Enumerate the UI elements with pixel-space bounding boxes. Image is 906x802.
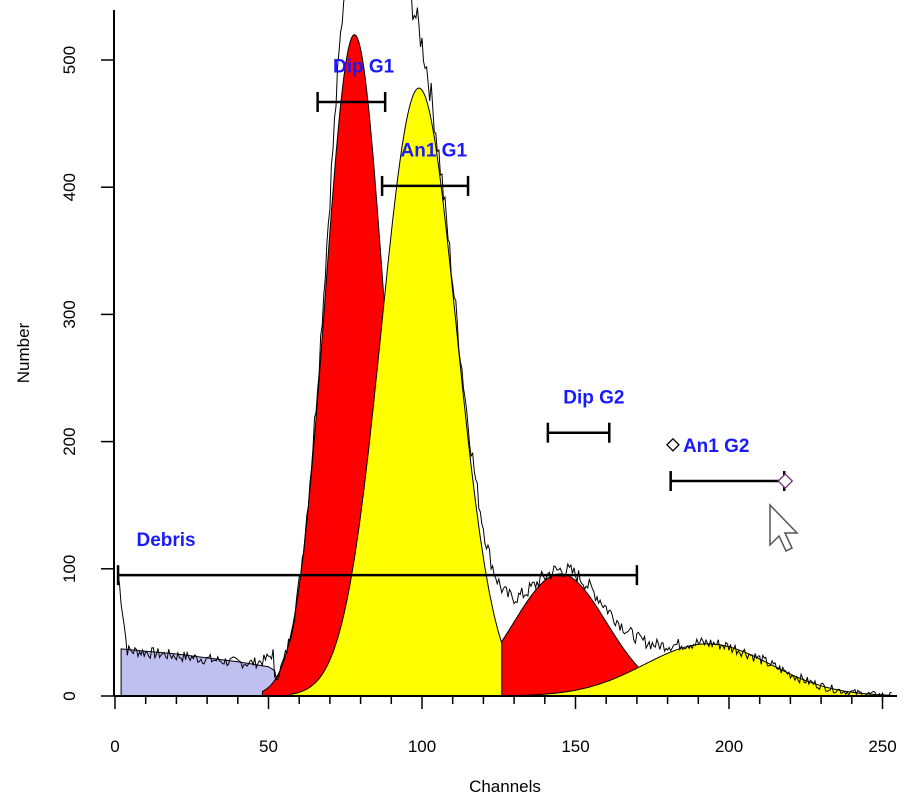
x-tick-label: 150 — [561, 737, 589, 756]
region-label: An1 G2 — [683, 436, 750, 457]
diamond-handle-icon — [777, 473, 794, 489]
y-tick-label: 200 — [60, 427, 79, 455]
peak-fill-4 — [501, 573, 653, 697]
y-tick-label: 0 — [60, 691, 79, 700]
region-label: Dip G1 — [333, 57, 395, 78]
y-tick-label: 300 — [60, 300, 79, 328]
histogram-line — [117, 0, 892, 697]
x-tick-label: 200 — [715, 737, 743, 756]
region-label: Debris — [136, 530, 195, 551]
mouse-pointer-icon — [769, 503, 799, 553]
peak-fill-5 — [501, 643, 893, 697]
y-tick-label: 400 — [60, 173, 79, 201]
y-tick-label: 500 — [60, 46, 79, 74]
x-tick-label: 100 — [408, 737, 436, 756]
peak-fills — [120, 34, 893, 697]
y-tick-label: 100 — [60, 555, 79, 583]
region-label: An1 G1 — [401, 141, 468, 162]
tick-marks: 0 50 100 150 200 250 0 100 200 300 400 500 — [60, 46, 897, 756]
diamond-handle-icon — [666, 437, 680, 452]
x-tick-label: 0 — [110, 737, 119, 756]
x-axis-label: Channels — [469, 777, 541, 796]
x-tick-label: 250 — [868, 737, 896, 756]
x-tick-label: 50 — [259, 737, 278, 756]
axes — [113, 10, 897, 697]
y-axis-label: Number — [14, 322, 33, 383]
region-markers: Debris Dip G1 An1 G1 Dip G2 An1 G2 — [116, 57, 794, 586]
region-label: Dip G2 — [563, 387, 624, 408]
peak-fill-1 — [120, 648, 282, 697]
histogram-trace — [117, 0, 892, 697]
